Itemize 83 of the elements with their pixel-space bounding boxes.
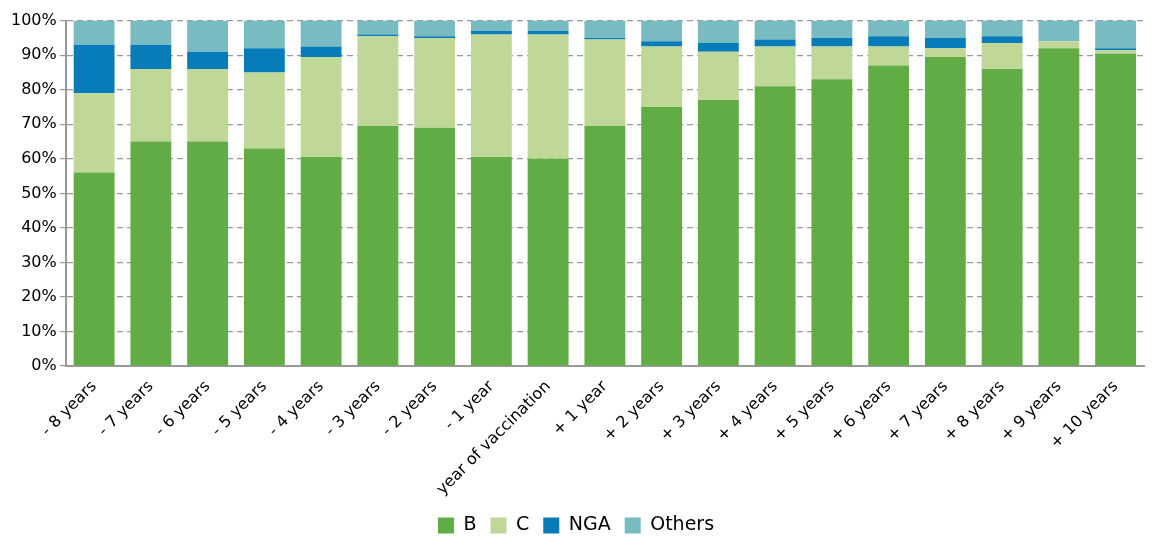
- bar: [300, 46, 342, 57]
- bar: [1038, 20, 1080, 42]
- bar: [811, 46, 853, 80]
- bar: [73, 44, 115, 94]
- y-tick-label: 0%: [31, 355, 57, 375]
- bar: [130, 141, 172, 366]
- bar: [811, 79, 853, 366]
- bar: [243, 72, 285, 149]
- bar: [357, 20, 399, 35]
- bar: [1038, 41, 1080, 49]
- bar: [130, 68, 172, 142]
- bar: [470, 157, 512, 366]
- y-tick-label: 60%: [21, 147, 57, 167]
- bar: [868, 65, 910, 366]
- bar: [981, 43, 1023, 69]
- bar: [527, 20, 569, 31]
- y-tick-label: 50%: [21, 182, 57, 202]
- bar: [1095, 20, 1137, 49]
- bar: [187, 20, 229, 52]
- bar: [981, 68, 1023, 366]
- bar: [981, 20, 1023, 37]
- legend-label: C: [515, 512, 530, 535]
- bar: [924, 48, 966, 57]
- legend-label: B: [463, 512, 477, 535]
- bar: [300, 157, 342, 366]
- bar: [641, 20, 683, 42]
- bar: [414, 20, 456, 37]
- y-tick-label: 90%: [21, 44, 57, 64]
- bar: [470, 34, 512, 158]
- y-tick-label: 20%: [21, 286, 57, 306]
- legend-label: NGA: [568, 512, 611, 535]
- y-tick-label: 40%: [21, 217, 57, 237]
- bar: [73, 93, 115, 173]
- bar: [414, 127, 456, 366]
- bar: [187, 141, 229, 366]
- bar: [641, 46, 683, 107]
- bar: [924, 56, 966, 366]
- bar: [697, 43, 739, 52]
- bar: [73, 20, 115, 45]
- bar: [754, 46, 796, 87]
- bar: [527, 158, 569, 366]
- y-tick-label: 30%: [21, 251, 57, 271]
- bar: [811, 37, 853, 47]
- bar: [414, 37, 456, 128]
- bar: [924, 37, 966, 49]
- bar: [243, 148, 285, 366]
- bar: [527, 34, 569, 159]
- bar: [584, 39, 626, 126]
- bar: [243, 20, 285, 49]
- y-tick-label: 10%: [21, 320, 57, 340]
- bar: [868, 46, 910, 66]
- bar: [811, 20, 853, 38]
- y-tick-label: 70%: [21, 113, 57, 133]
- bar: [981, 36, 1023, 44]
- bar: [584, 125, 626, 366]
- bar: [697, 20, 739, 44]
- bar: [130, 20, 172, 45]
- bar: [868, 36, 910, 47]
- bar: [1095, 53, 1137, 366]
- bar: [130, 44, 172, 69]
- bar: [187, 68, 229, 142]
- y-tick-label: 80%: [21, 78, 57, 98]
- bar: [357, 125, 399, 366]
- bar: [868, 20, 910, 37]
- bar: [1038, 48, 1080, 366]
- bar: [641, 41, 683, 47]
- bar: [641, 106, 683, 366]
- y-tick-label: 100%: [10, 9, 57, 29]
- bar: [754, 20, 796, 40]
- bar: [697, 51, 739, 101]
- bar: [924, 20, 966, 38]
- bar: [300, 20, 342, 47]
- bar: [470, 20, 512, 31]
- bar: [300, 56, 342, 158]
- bar: [754, 86, 796, 366]
- bar: [754, 39, 796, 47]
- bar: [187, 51, 229, 69]
- bar: [357, 36, 399, 126]
- legend-label: Others: [650, 512, 715, 535]
- bar: [584, 20, 626, 38]
- bar: [73, 172, 115, 366]
- bar: [243, 48, 285, 73]
- bar: [697, 100, 739, 366]
